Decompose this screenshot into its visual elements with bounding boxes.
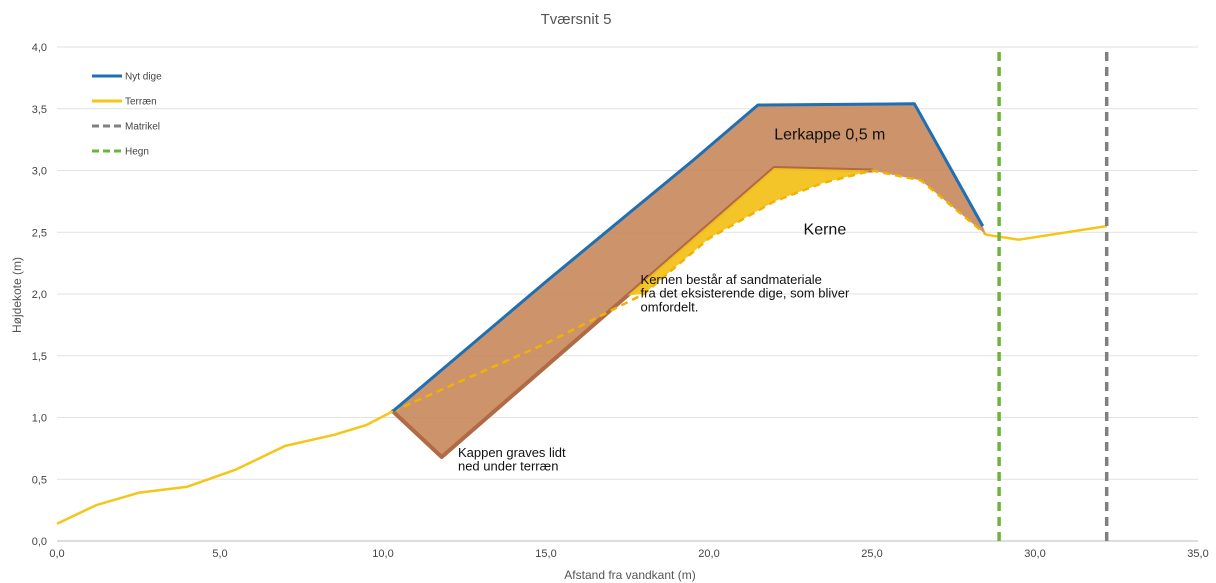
y-axis-title: Højdekote (m) — [10, 257, 24, 333]
y-tick-label: 1,5 — [32, 351, 47, 363]
legend-label: Matrikel — [125, 122, 160, 133]
x-tick-label: 20,0 — [698, 548, 719, 560]
annotation-label: ned under terræn — [458, 459, 558, 474]
series-line-nyt-dige — [391, 102, 985, 413]
annotations: Lerkappe 0,5 m Kerne Kernen består af sand… — [458, 127, 885, 474]
chart-title: Tværsnit 5 — [541, 11, 612, 28]
y-tick-label: 1,0 — [32, 413, 47, 425]
y-axis-ticks: 0,0 0,5 1,0 1,5 2,0 2,5 3,0 3,5 4,0 — [32, 42, 47, 548]
kerne-fill — [627, 168, 872, 296]
y-tick-label: 0,5 — [32, 474, 47, 486]
x-tick-label: 30,0 — [1024, 548, 1045, 560]
x-tick-label: 0,0 — [49, 548, 64, 560]
y-tick-label: 0,0 — [32, 536, 47, 548]
annotation-label: omfordelt. — [641, 299, 699, 314]
annotation-label: fra det eksisterende dige, som bliver — [641, 286, 850, 301]
y-tick-label: 4,0 — [32, 42, 47, 54]
x-axis-ticks: 0,0 5,0 10,0 15,0 20,0 25,0 30,0 35,0 — [49, 548, 1208, 560]
x-tick-label: 10,0 — [372, 548, 393, 560]
x-tick-label: 15,0 — [535, 548, 556, 560]
legend: Nyt dige Terræn Matrikel Hegn — [92, 72, 162, 158]
series-lines — [56, 47, 1109, 541]
y-tick-label: 2,5 — [32, 227, 47, 239]
x-tick-label: 5,0 — [212, 548, 227, 560]
legend-label: Nyt dige — [125, 72, 162, 83]
y-tick-label: 2,0 — [32, 289, 47, 301]
x-tick-label: 35,0 — [1187, 548, 1208, 560]
y-tick-label: 3,5 — [32, 104, 47, 116]
series-line-terraen-left — [56, 410, 394, 525]
legend-label: Hegn — [125, 147, 149, 158]
annotation-label: Kernen består af sandmateriale — [641, 272, 822, 287]
x-axis-title: Afstand fra vandkant (m) — [564, 568, 695, 582]
annotation-label: Kerne — [804, 222, 847, 239]
annotation-label: Kappen graves lidt — [458, 445, 566, 460]
existing-terrain-dashed — [392, 169, 987, 413]
dike-shapes — [390, 103, 987, 459]
annotation-label: Lerkappe 0,5 m — [774, 127, 885, 144]
legend-label: Terræn — [125, 97, 157, 108]
y-tick-label: 3,0 — [32, 166, 47, 178]
x-tick-label: 25,0 — [861, 548, 882, 560]
series-line-terraen-right — [985, 224, 1107, 241]
